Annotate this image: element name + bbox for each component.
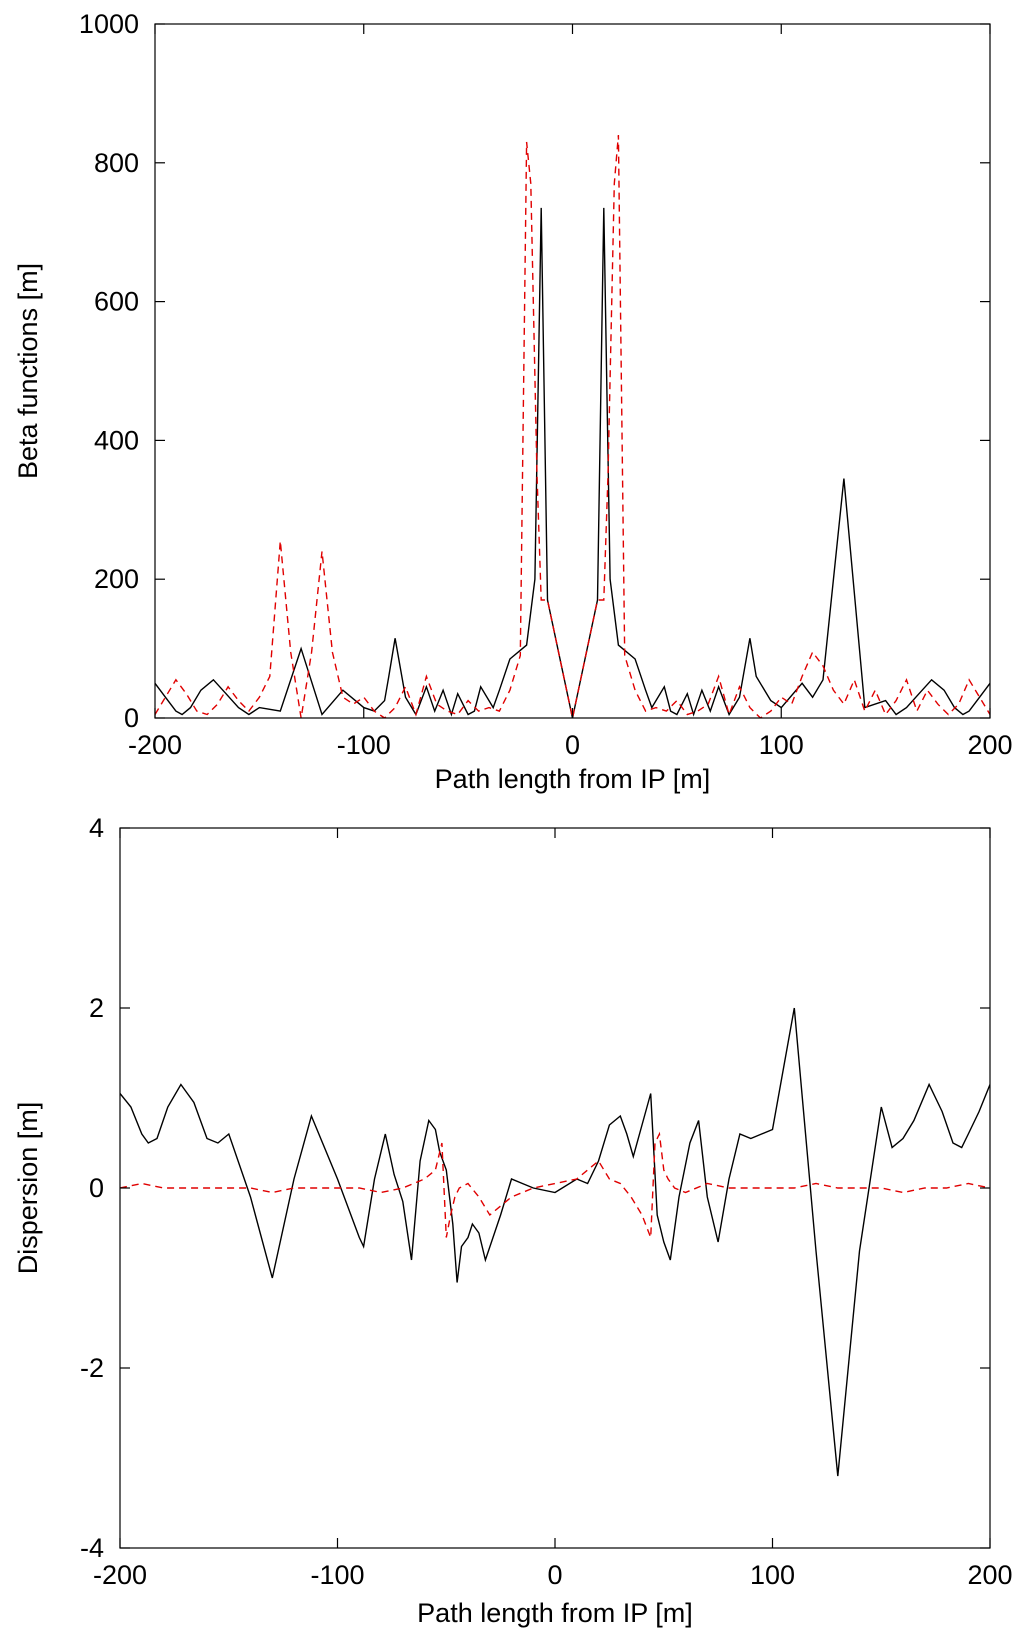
y-tick-label: 0 xyxy=(89,1173,104,1203)
x-tick-label: 200 xyxy=(967,730,1012,760)
x-tick-label: -100 xyxy=(310,1560,364,1590)
y-tick-label: 4 xyxy=(89,813,104,843)
y-axis-label: Dispersion [m] xyxy=(13,1102,43,1275)
y-tick-label: 200 xyxy=(94,564,139,594)
x-tick-label: -200 xyxy=(128,730,182,760)
x-tick-label: 0 xyxy=(547,1560,562,1590)
plot-frame xyxy=(119,827,991,1549)
y-tick-label: -2 xyxy=(80,1353,104,1383)
solid-series-line xyxy=(155,207,990,718)
y-tick-label: 1000 xyxy=(79,9,139,39)
x-axis-label: Path length from IP [m] xyxy=(435,764,711,794)
y-axis-label: Beta functions [m] xyxy=(13,263,43,479)
x-tick-label: -200 xyxy=(93,1560,147,1590)
y-tick-label: 800 xyxy=(94,148,139,178)
y-tick-label: 600 xyxy=(94,287,139,317)
x-tick-label: 200 xyxy=(967,1560,1012,1590)
y-tick-label: -4 xyxy=(80,1533,104,1563)
series-group xyxy=(120,1007,990,1477)
x-axis-label: Path length from IP [m] xyxy=(417,1598,693,1628)
x-tick-label: 100 xyxy=(750,1560,795,1590)
x-tick-label: -100 xyxy=(337,730,391,760)
dashed-series-line xyxy=(120,1131,990,1238)
dashed-series-line xyxy=(155,134,990,718)
y-tick-label: 0 xyxy=(124,703,139,733)
x-tick-label: 100 xyxy=(759,730,804,760)
x-tick-label: 0 xyxy=(565,730,580,760)
y-tick-label: 400 xyxy=(94,425,139,455)
plot-frame xyxy=(154,23,991,719)
y-tick-label: 2 xyxy=(89,993,104,1023)
series-group xyxy=(155,134,990,718)
dispersion-chart: -200 -100 0 100 200 -4 -2 0 2 4 Path length from I… xyxy=(13,813,1012,1628)
solid-series-line xyxy=(120,1007,990,1477)
beta-functions-chart: -200 -100 0 100 200 0 200 400 600 800 1000 Path len… xyxy=(13,9,1012,794)
